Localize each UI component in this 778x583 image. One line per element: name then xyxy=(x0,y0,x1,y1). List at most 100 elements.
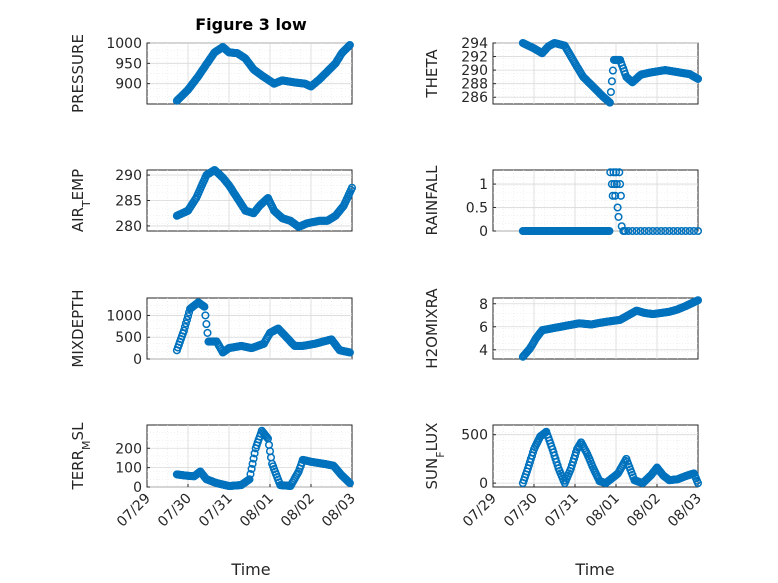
data-point xyxy=(345,348,354,357)
y-tick-label: 0.5 xyxy=(466,201,488,217)
series-markers xyxy=(518,168,703,236)
data-point xyxy=(202,320,211,329)
data-point xyxy=(608,66,617,75)
y-axis-label: PRESSURE xyxy=(69,34,87,113)
y-axis-label: MIXDEPTH xyxy=(69,289,87,367)
major-grid xyxy=(493,425,698,487)
data-point xyxy=(693,479,703,488)
major-grid xyxy=(147,170,352,231)
figure-title: Figure 3 low xyxy=(195,15,307,34)
data-point xyxy=(644,226,653,236)
y-tick-label: 1 xyxy=(479,177,488,193)
data-point xyxy=(261,195,270,204)
x-tick-label: 07/29 xyxy=(460,491,500,531)
data-point xyxy=(636,226,645,236)
data-point xyxy=(624,226,633,236)
panel-sun_flux: 0 500 07/29 07/30 07/31 08/01 08/02 08/03 SUNFLU… xyxy=(423,423,705,531)
y-axis-label: AIRTEMP xyxy=(69,169,93,232)
y-axis-label: H2OMIXRA xyxy=(423,288,441,369)
y-tick-label: 288 xyxy=(461,77,488,93)
y-tick-label: 8 xyxy=(479,297,488,313)
data-point xyxy=(201,311,210,320)
data-point xyxy=(677,226,686,236)
y-tick-label: 1000 xyxy=(106,308,142,324)
data-point xyxy=(616,191,625,200)
data-point xyxy=(613,203,622,212)
x-tick-label: 07/31 xyxy=(542,491,582,531)
x-tick-label: 07/31 xyxy=(196,491,236,531)
data-point xyxy=(632,226,641,236)
x-tick-label: 08/01 xyxy=(237,491,277,531)
data-point xyxy=(606,168,615,177)
data-point xyxy=(693,296,703,305)
data-point xyxy=(612,180,621,189)
panel-h2omixra: 4 6 8 H2OMIXRA xyxy=(423,288,703,369)
data-point xyxy=(605,226,614,236)
data-point xyxy=(605,98,614,107)
data-point xyxy=(249,454,258,463)
data-point xyxy=(615,168,624,177)
y-tick-label: 4 xyxy=(479,343,488,359)
y-tick-label: 286 xyxy=(461,90,488,106)
y-tick-label: 200 xyxy=(115,441,142,457)
panel-air_temp: 280 285 290 AIRTEMP xyxy=(69,165,357,235)
data-point xyxy=(606,87,615,97)
data-point xyxy=(345,40,354,50)
y-axis-label: THETA xyxy=(423,49,441,99)
y-tick-label: 285 xyxy=(115,194,142,210)
x-tick-label: 08/03 xyxy=(319,491,359,531)
data-point xyxy=(245,475,254,484)
y-tick-label: 500 xyxy=(115,330,142,346)
series-markers xyxy=(172,165,357,231)
panel-terr_msl: 0 100 200 07/29 07/30 07/31 08/01 08/02 08/03 TER… xyxy=(69,422,359,530)
y-axis-label: TERRMSL xyxy=(69,422,93,491)
y-tick-label: 290 xyxy=(115,168,142,184)
data-point xyxy=(250,449,259,458)
data-point xyxy=(652,226,662,236)
data-point xyxy=(609,168,618,177)
data-point xyxy=(247,464,256,473)
data-point xyxy=(607,180,616,189)
data-point xyxy=(246,470,255,479)
y-tick-label: 950 xyxy=(115,56,142,72)
y-tick-label: 6 xyxy=(479,320,488,336)
y-axis-label: RAINFALL xyxy=(423,165,441,236)
data-point xyxy=(607,77,616,86)
x-tick-label: 07/30 xyxy=(501,491,541,531)
data-point xyxy=(343,43,352,52)
data-point xyxy=(344,42,353,51)
data-point xyxy=(203,328,212,337)
data-point xyxy=(640,226,649,236)
data-point xyxy=(347,183,357,192)
data-point xyxy=(180,322,189,332)
data-point xyxy=(345,479,354,488)
panel-rainfall: 0 0.5 1 RAINFALL xyxy=(423,165,703,240)
data-point xyxy=(262,433,271,442)
data-point xyxy=(183,312,193,321)
data-point xyxy=(611,168,621,177)
data-point xyxy=(616,180,625,189)
data-point xyxy=(665,226,674,236)
y-tick-label: 294 xyxy=(461,36,488,52)
data-point xyxy=(181,319,190,328)
x-tick-label: 07/30 xyxy=(155,491,195,531)
data-point xyxy=(685,226,694,236)
y-tick-label: 0 xyxy=(479,224,488,240)
data-point xyxy=(610,180,619,189)
y-tick-label: 292 xyxy=(461,50,488,66)
data-point xyxy=(673,226,682,236)
data-point xyxy=(611,191,620,200)
series-markers xyxy=(172,298,354,357)
data-point xyxy=(614,212,623,221)
x-axis-label-right: Time xyxy=(574,560,614,579)
data-point xyxy=(628,226,637,236)
data-point xyxy=(661,226,670,236)
data-point xyxy=(648,226,657,236)
y-tick-label: 0 xyxy=(479,476,488,492)
y-axis-label: SUNFLUX xyxy=(423,423,447,490)
series-markers xyxy=(518,296,703,361)
x-tick-label: 08/02 xyxy=(278,491,318,531)
series-markers xyxy=(172,40,354,105)
